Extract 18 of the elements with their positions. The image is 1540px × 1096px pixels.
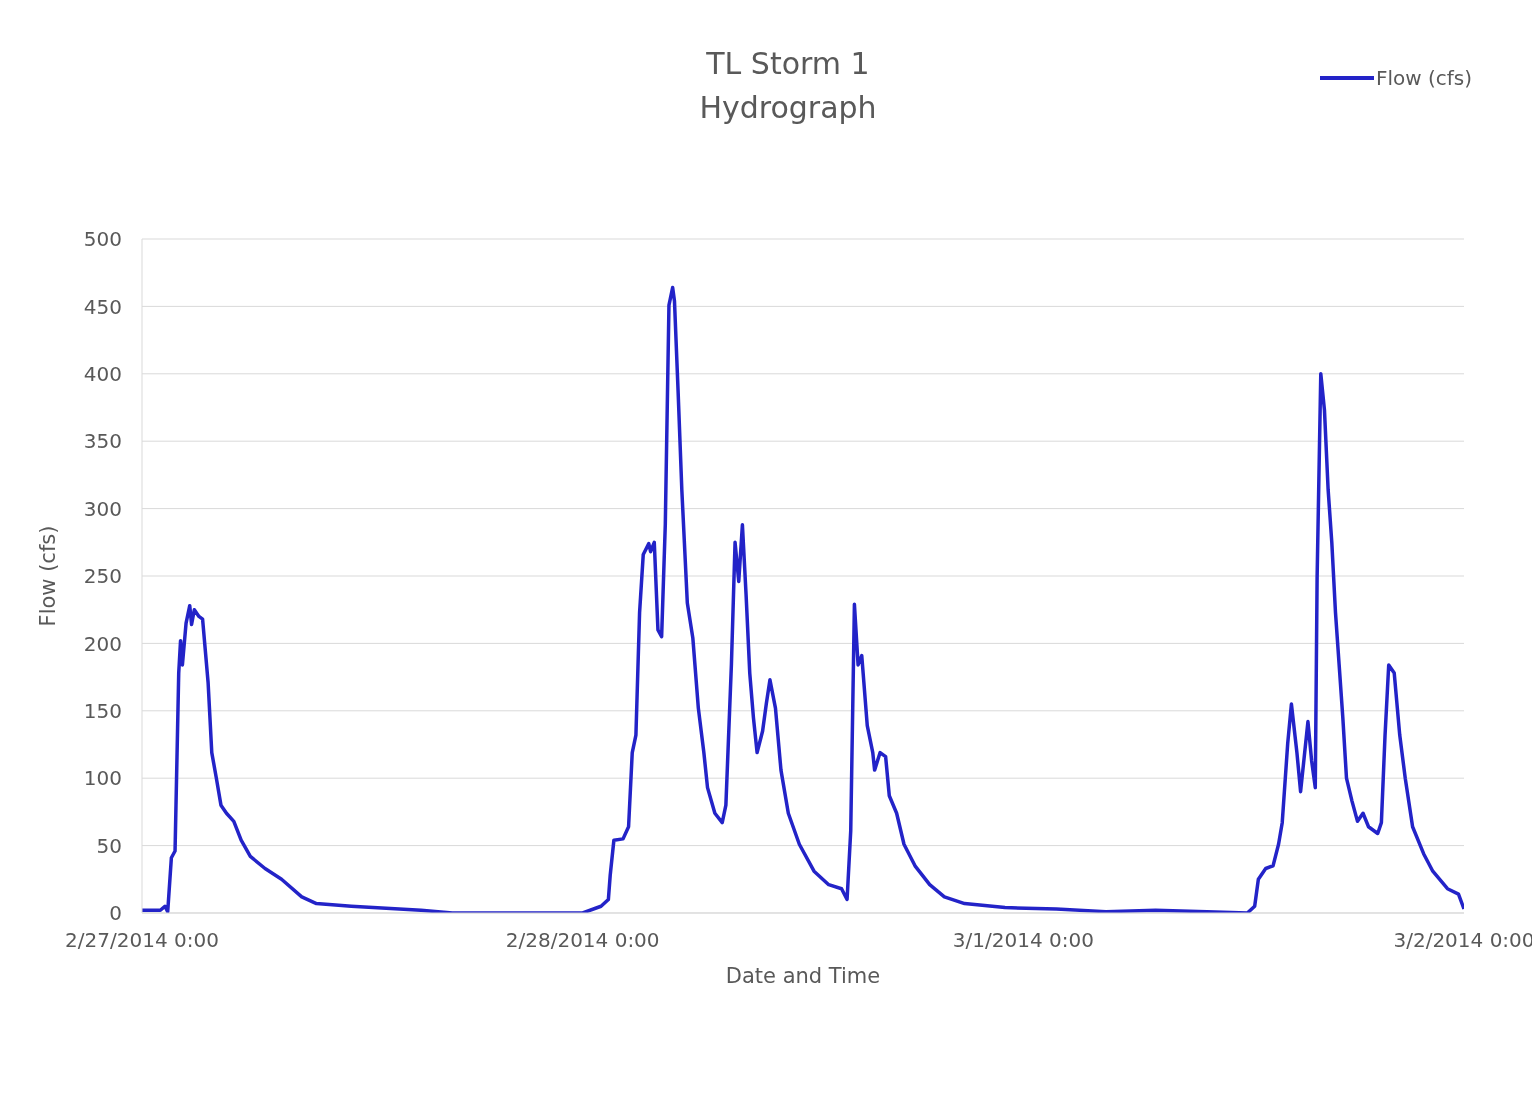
y-tick-label: 400 — [83, 361, 122, 386]
x-axis-title: Date and Time — [725, 964, 881, 988]
chart-title: TL Storm 1 Hydrograph — [699, 46, 877, 125]
y-tick-label: 0 — [109, 901, 122, 926]
y-tick-label: 300 — [83, 496, 122, 521]
y-tick-label: 250 — [83, 564, 122, 589]
legend-label: Flow (cfs) — [1375, 66, 1472, 90]
y-tick-label: 50 — [96, 833, 122, 858]
y-axis-title: Flow (cfs) — [36, 525, 61, 627]
y-tick-label: 100 — [83, 766, 122, 791]
y-tick-label: 150 — [83, 698, 122, 723]
y-tick-label: 500 — [83, 227, 122, 252]
x-tick-label: 2/28/2014 0:00 — [505, 928, 660, 953]
y-tick-label: 200 — [83, 631, 122, 656]
x-tick-label: 3/1/2014 0:00 — [952, 928, 1094, 953]
x-tick-label: 2/27/2014 0:00 — [65, 928, 219, 953]
y-tick-label: 350 — [83, 429, 122, 454]
y-tick-label: 450 — [83, 294, 122, 319]
